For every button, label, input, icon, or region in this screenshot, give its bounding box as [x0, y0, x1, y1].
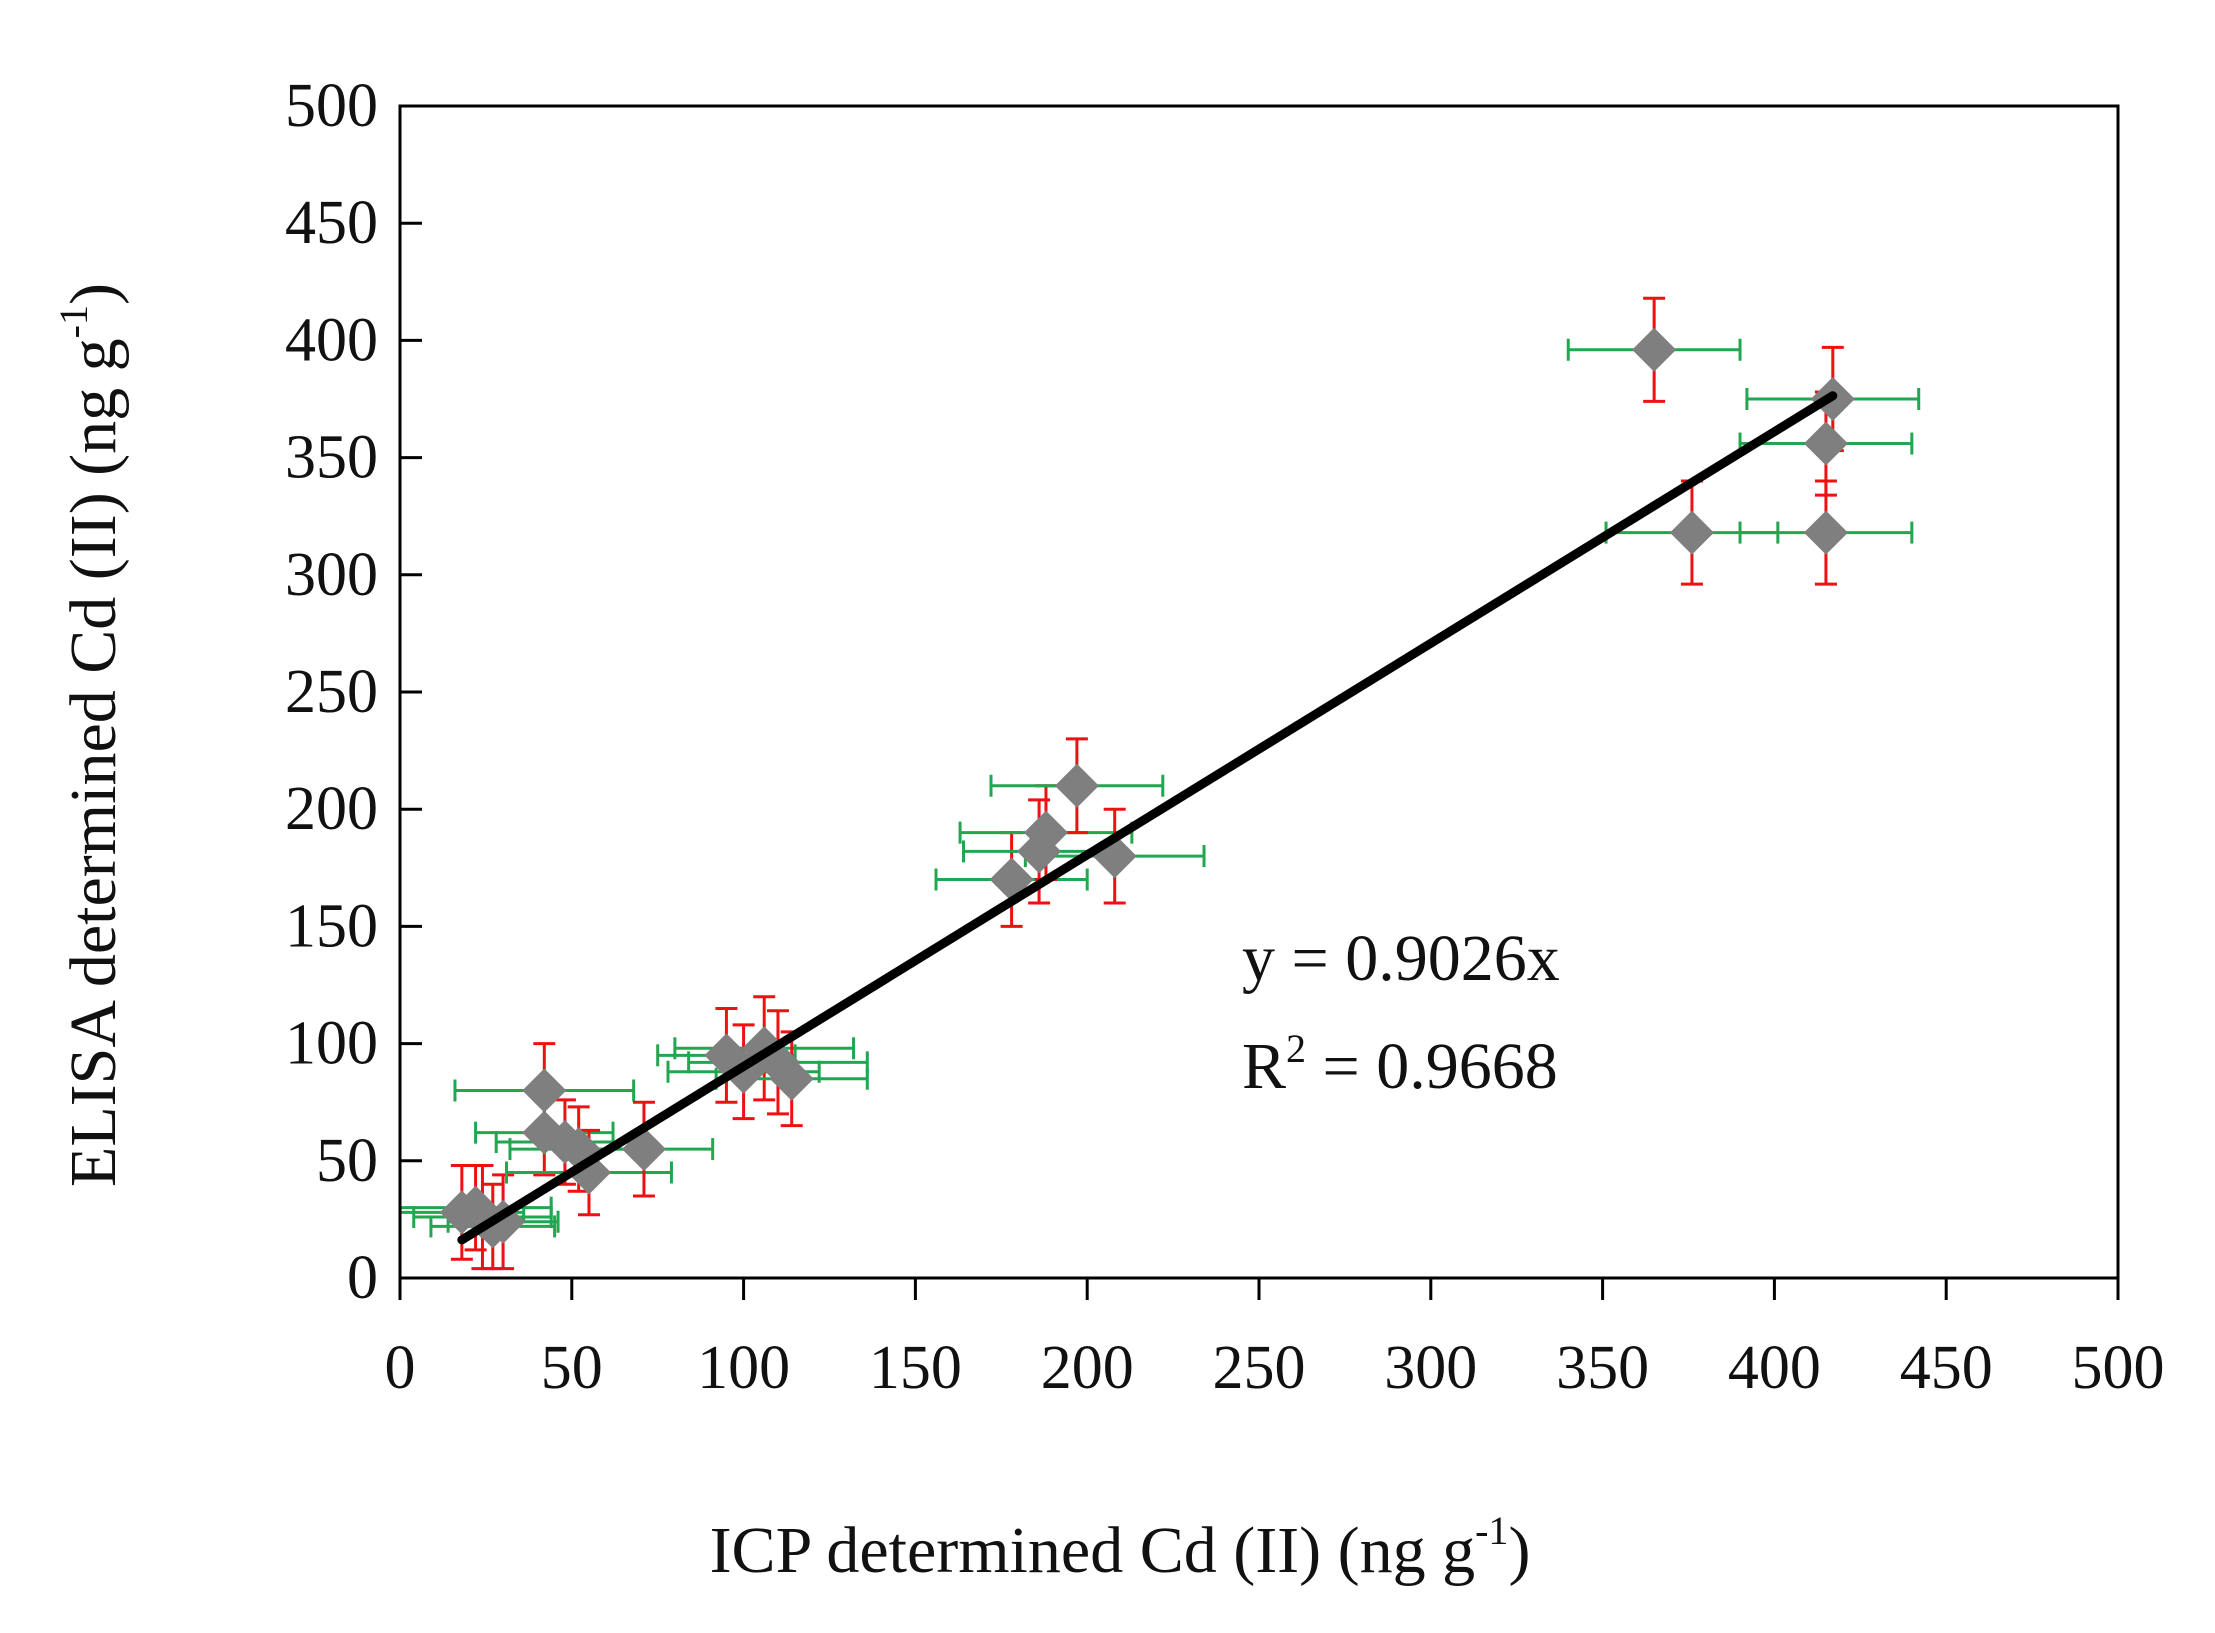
data-point-diamond — [522, 1068, 567, 1113]
data-point-diamond — [566, 1150, 611, 1195]
r-squared-label: R2 = 0.9668 — [1242, 1026, 1558, 1103]
x-tick-label: 450 — [1900, 1334, 1993, 1402]
x-axis-ticks: 0 50 100 150 200 250 300 350 400 450 500 — [385, 1278, 2165, 1402]
trendline — [457, 391, 1838, 1245]
data-point-diamond — [989, 857, 1034, 902]
data-point-diamond — [1803, 421, 1848, 466]
y-tick-label: 350 — [285, 424, 378, 492]
x-tick-label: 400 — [1728, 1334, 1821, 1402]
y-tick-label: 450 — [285, 189, 378, 257]
x-tick-label: 250 — [1213, 1334, 1306, 1402]
y-tick-label: 400 — [285, 306, 378, 374]
y-tick-label: 250 — [285, 658, 378, 726]
data-point-diamond — [481, 1199, 526, 1244]
x-tick-label: 350 — [1556, 1334, 1649, 1402]
data-point-diamond — [1054, 763, 1099, 808]
x-tick-label: 200 — [1041, 1334, 1134, 1402]
error-bars — [398, 296, 1921, 1271]
x-tick-label: 500 — [2072, 1334, 2165, 1402]
x-tick-label: 100 — [697, 1334, 790, 1402]
x-axis-title: ICP determined Cd (II) (ng g-1) — [710, 1508, 1531, 1587]
x-tick-label: 50 — [541, 1334, 603, 1402]
x-tick-label: 300 — [1384, 1334, 1477, 1402]
equation-label: y = 0.9026x — [1242, 922, 1560, 995]
x-tick-label: 150 — [869, 1334, 962, 1402]
data-point-diamond — [769, 1056, 814, 1101]
y-tick-label: 50 — [316, 1127, 378, 1195]
data-points — [439, 327, 1855, 1249]
x-tick-label: 0 — [385, 1334, 416, 1402]
y-axis-title: ELISA determined Cd (II) (ng g-1) — [51, 283, 130, 1187]
data-point-diamond — [1632, 327, 1677, 372]
data-point-diamond — [1023, 810, 1068, 855]
y-tick-label: 150 — [285, 892, 378, 960]
y-tick-label: 200 — [285, 775, 378, 843]
y-tick-label: 100 — [285, 1010, 378, 1078]
y-axis-ticks: 0 50 100 150 200 250 300 350 400 450 500 — [285, 72, 422, 1312]
data-point-diamond — [1669, 510, 1714, 555]
y-tick-label: 0 — [347, 1244, 378, 1312]
y-tick-label: 500 — [285, 72, 378, 140]
plot-area-frame — [398, 104, 2120, 1280]
y-tick-label: 300 — [285, 541, 378, 609]
data-point-diamond — [1803, 510, 1848, 555]
